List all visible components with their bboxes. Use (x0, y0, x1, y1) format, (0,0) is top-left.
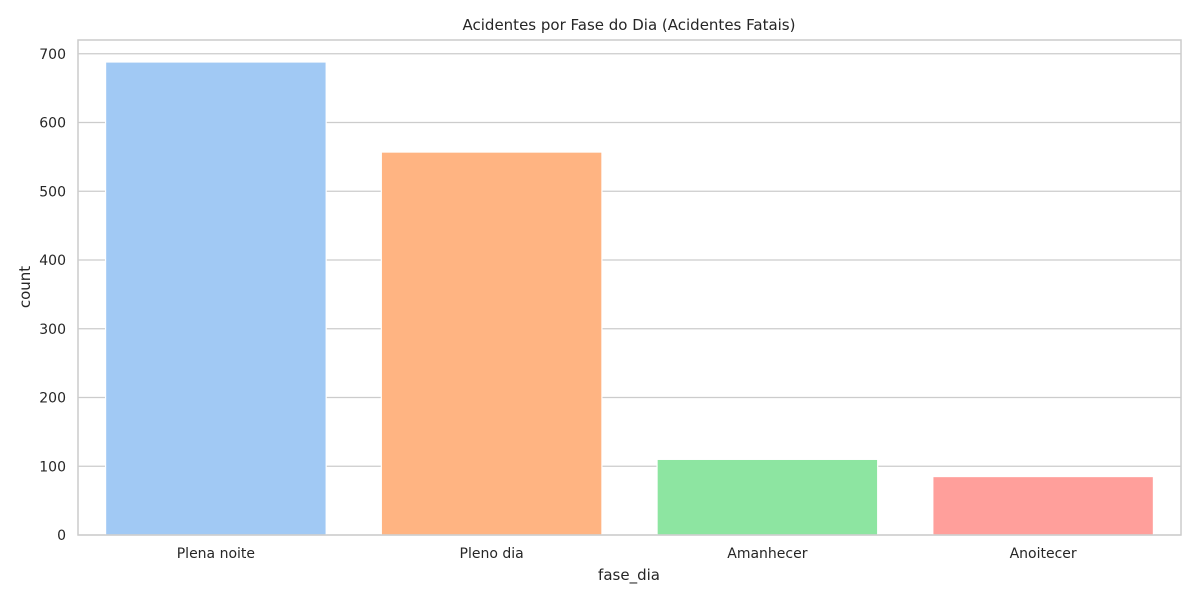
chart-title: Acidentes por Fase do Dia (Acidentes Fat… (463, 16, 796, 34)
x-axis-label: fase_dia (598, 566, 660, 585)
x-tick-label: Pleno dia (460, 546, 524, 562)
y-tick-label: 0 (57, 528, 66, 544)
x-axis-ticks: Plena noite Pleno dia Amanhecer Anoitecer (177, 546, 1077, 562)
plot-frame (77, 39, 1182, 536)
y-tick-label: 700 (39, 47, 66, 63)
bar (932, 475, 1155, 536)
bar (656, 458, 879, 536)
y-tick-label: 300 (39, 322, 66, 338)
bar (380, 151, 603, 536)
y-tick-label: 100 (39, 459, 66, 475)
y-axis-label: count (16, 266, 34, 308)
x-tick-label: Anoitecer (1010, 546, 1077, 562)
bars (104, 61, 1155, 536)
y-tick-label: 200 (39, 391, 66, 407)
y-tick-label: 400 (39, 253, 66, 269)
y-tick-label: 500 (39, 184, 66, 200)
x-tick-label: Plena noite (177, 546, 255, 562)
x-tick-label: Amanhecer (727, 546, 807, 562)
bar (104, 61, 327, 536)
y-axis-ticks: 0 100 200 300 400 500 600 700 (39, 47, 66, 544)
y-tick-label: 600 (39, 116, 66, 132)
